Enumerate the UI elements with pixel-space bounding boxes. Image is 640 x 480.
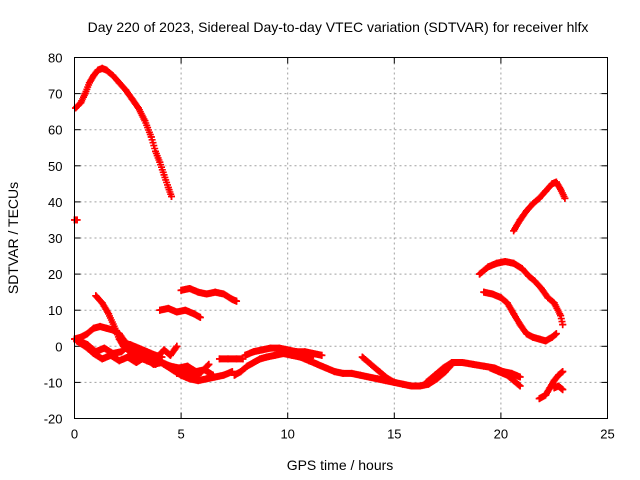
series-arc14 [292, 348, 326, 359]
x-tick-label: 15 [387, 427, 401, 442]
y-tick-label: -20 [44, 412, 63, 427]
series-arc16 [422, 359, 524, 386]
plot-frame [74, 57, 608, 419]
x-tick-label: 25 [600, 427, 614, 442]
series-arc7 [134, 342, 181, 363]
y-tick-label: 50 [48, 159, 62, 174]
series-markers [135, 342, 181, 363]
y-tick-label: 80 [48, 51, 62, 66]
series-markers [510, 178, 569, 235]
series-arc8 [173, 360, 213, 379]
series-arc20 [510, 178, 569, 235]
series-markers [476, 258, 567, 329]
series-arc9 [177, 285, 241, 305]
series-markers [156, 304, 204, 321]
series-markers [177, 285, 240, 305]
axis-ticks: 0 5 10 15 20 25 -20 -10 0 10 20 30 40 50 60 70 80 [44, 51, 615, 442]
series-markers [535, 368, 567, 403]
series-arc22 [550, 382, 567, 394]
series-markers [292, 348, 326, 359]
series-markers [358, 353, 398, 386]
series-arc10 [156, 304, 204, 321]
series-arc17 [486, 364, 524, 390]
series-markers [486, 364, 524, 390]
y-tick-label: 20 [48, 267, 62, 282]
x-axis-label: GPS time / hours [287, 457, 394, 473]
y-tick-label: 0 [55, 339, 62, 354]
x-tick-label: 5 [177, 427, 184, 442]
series-markers [230, 350, 456, 390]
series-arc15 [358, 353, 398, 386]
x-tick-label: 0 [71, 427, 78, 442]
grid-lines [74, 57, 608, 419]
series-markers [422, 359, 524, 386]
y-tick-label: 30 [48, 231, 62, 246]
series-arc19 [480, 288, 560, 345]
y-tick-label: 40 [48, 195, 62, 210]
series-markers [72, 64, 175, 200]
series-markers [173, 360, 213, 379]
series-arc5 [73, 337, 217, 379]
y-tick-label: -10 [44, 375, 63, 390]
x-tick-label: 10 [280, 427, 294, 442]
x-tick-label: 20 [494, 427, 508, 442]
series-markers [216, 355, 247, 363]
y-tick-label: 70 [48, 87, 62, 102]
y-tick-label: 10 [48, 303, 62, 318]
chart-title: Day 220 of 2023, Sidereal Day-to-day VTE… [88, 19, 589, 35]
y-tick-label: 60 [48, 123, 62, 138]
series-arc1 [72, 64, 176, 200]
series-markers [550, 382, 567, 394]
series-arc11 [215, 355, 247, 363]
series-arc12 [230, 350, 456, 390]
series-arc2 [71, 216, 81, 224]
y-axis-label: SDTVAR / TECUs [5, 182, 21, 294]
series-arc18 [476, 257, 567, 329]
plot-area [71, 64, 569, 403]
series-markers [480, 288, 560, 345]
series-markers [71, 216, 81, 224]
